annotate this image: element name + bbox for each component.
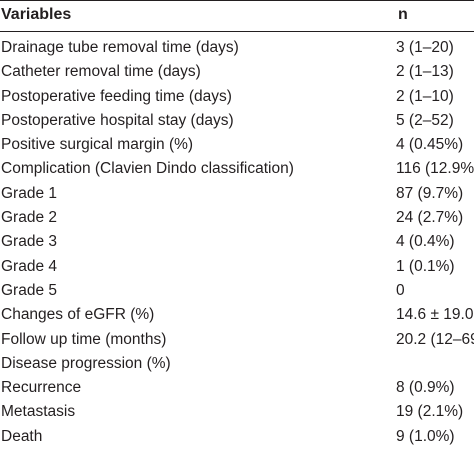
- row-variable: Follow up time (months): [1, 330, 167, 348]
- row-variable: Changes of eGFR (%): [1, 306, 155, 324]
- row-value: 87 (9.7%): [396, 184, 464, 202]
- row-variable: Postoperative feeding time (days): [1, 87, 232, 105]
- row-value: 0: [396, 281, 405, 299]
- table-row: Grade 1 87 (9.7%): [0, 182, 474, 206]
- row-value: 24 (2.7%): [396, 209, 464, 227]
- row-value: 4 (0.45%): [396, 136, 464, 154]
- row-variable: Grade 2: [1, 209, 58, 227]
- row-variable: Grade 3: [1, 233, 58, 251]
- row-value: 4 (0.4%): [396, 233, 455, 251]
- table-row: Positive surgical margin (%) 4 (0.45%): [0, 133, 474, 157]
- table-row: Grade 2 24 (2.7%): [0, 206, 474, 230]
- table-row: Metastasis 19 (2.1%): [0, 400, 474, 424]
- table-body: Drainage tube removal time (days) 3 (1–20…: [0, 36, 474, 449]
- table-row: Disease progression (%): [0, 352, 474, 376]
- row-value: 9 (1.0%): [396, 427, 455, 445]
- row-variable: Catheter removal time (days): [1, 63, 201, 81]
- table-row: Postoperative hospital stay (days) 5 (2–5…: [0, 109, 474, 133]
- table-row: Catheter removal time (days) 2 (1–13): [0, 60, 474, 84]
- row-variable: Postoperative hospital stay (days): [1, 111, 234, 129]
- header-variables: Variables: [1, 6, 72, 23]
- header-n: n: [398, 6, 408, 23]
- row-value: 20.2 (12–69): [396, 330, 474, 348]
- row-value: 3 (1–20): [396, 39, 454, 56]
- table-header-row: Variables n: [0, 1, 474, 31]
- row-variable: Death: [1, 427, 43, 445]
- row-variable: Drainage tube removal time (days): [1, 39, 239, 56]
- row-value: 116 (12.9%): [396, 160, 474, 178]
- row-variable: Disease progression (%): [1, 354, 171, 372]
- table-row: Grade 3 4 (0.4%): [0, 230, 474, 254]
- row-variable: Positive surgical margin (%): [1, 136, 194, 154]
- row-value: 8 (0.9%): [396, 379, 455, 397]
- row-variable: Grade 5: [1, 281, 58, 299]
- table-row: Drainage tube removal time (days) 3 (1–20…: [0, 36, 474, 60]
- table-row: Grade 5 0: [0, 279, 474, 303]
- table-row: Complication (Clavien Dindo classificati…: [0, 157, 474, 181]
- table-row: Death 9 (1.0%): [0, 425, 474, 449]
- row-value: 19 (2.1%): [396, 403, 464, 421]
- table-row: Changes of eGFR (%) 14.6 ± 19.0: [0, 303, 474, 327]
- table-row: Postoperative feeding time (days) 2 (1–10…: [0, 85, 474, 109]
- row-value: 1 (0.1%): [396, 257, 455, 275]
- row-value: 14.6 ± 19.0: [396, 306, 474, 324]
- row-variable: Recurrence: [1, 379, 82, 397]
- table-row: Grade 4 1 (0.1%): [0, 255, 474, 279]
- row-variable: Metastasis: [1, 403, 76, 421]
- row-value: 5 (2–52): [396, 111, 454, 129]
- table-row: Follow up time (months) 20.2 (12–69): [0, 328, 474, 352]
- row-variable: Complication (Clavien Dindo classificati…: [1, 160, 294, 178]
- row-value: 2 (1–10): [396, 87, 454, 105]
- table-top-rule: [0, 0, 474, 1]
- row-variable: Grade 1: [1, 184, 58, 202]
- table-row: Recurrence 8 (0.9%): [0, 376, 474, 400]
- table-header-rule: [0, 31, 474, 32]
- row-value: 2 (1–13): [396, 63, 454, 81]
- row-variable: Grade 4: [1, 257, 58, 275]
